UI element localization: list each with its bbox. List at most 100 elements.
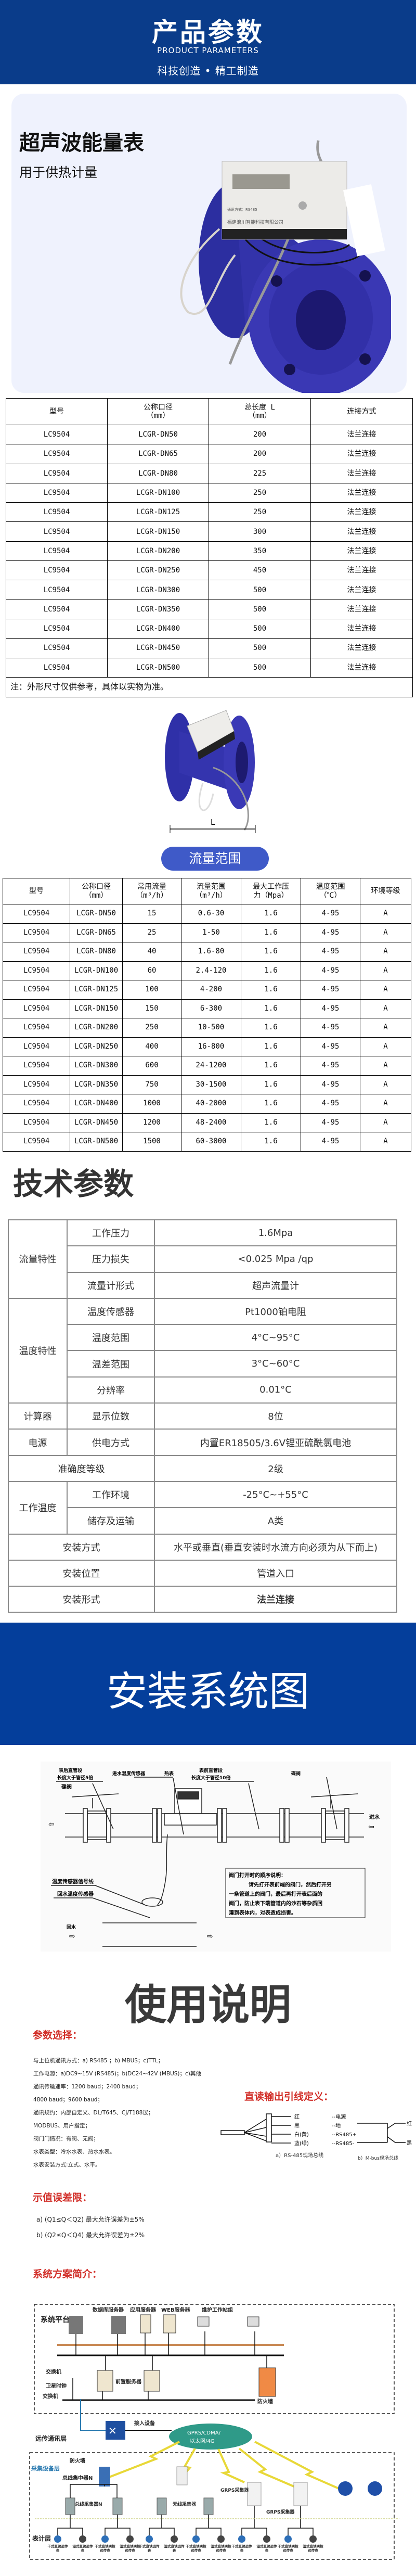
table-row: LC9504 LCGR-DN65 25 1-50 1.6 4-95 A xyxy=(3,923,411,942)
table-cell: 4-95 xyxy=(301,904,360,924)
header-title: 产品参数 xyxy=(152,17,264,47)
table-cell: LCGR-DN65 xyxy=(70,923,123,942)
table-cell: LCGR-DN300 xyxy=(107,580,209,600)
header-subtitle: PRODUCT PARAMETERS xyxy=(157,46,259,55)
table-cell: LC9504 xyxy=(6,618,108,639)
table-cell: 1.6 xyxy=(241,961,301,980)
bus-concentrator-icon xyxy=(99,2467,110,2486)
tech-row: 压力损失 <0.025 Mpa /qp xyxy=(8,1245,397,1273)
wire-color: 白(黄) xyxy=(294,2131,309,2138)
label-valve-left: 碟阀 xyxy=(61,1783,72,1790)
table-cell: LCGR-DN200 xyxy=(70,1018,123,1038)
table-cell: LCGR-DN350 xyxy=(70,1075,123,1094)
tech-row: 准确度等级 2级 xyxy=(8,1455,397,1482)
switch-icon xyxy=(106,2421,125,2440)
note-line: 阀门，防止表下端管道内的沙石等杂质回 xyxy=(229,1900,322,1907)
install-banner-title: 安装系统图 xyxy=(106,1668,309,1715)
table-cell: LCGR-DN400 xyxy=(70,1094,123,1114)
wiring-b-caption: b）M-bus现场总线 xyxy=(358,2155,398,2161)
table-cell: 1.6 xyxy=(241,942,301,962)
meter-icon xyxy=(146,2535,153,2543)
table-cell: 1.6 xyxy=(241,999,301,1018)
table-row: LC9504 LCGR-DN100 250 法兰连接 xyxy=(6,482,413,503)
column-header: 型号 xyxy=(6,398,108,425)
label-front-server: 前置服务器 xyxy=(115,2378,142,2385)
table-cell: LC9504 xyxy=(6,482,108,503)
label-grps-2: GRPS采集器 xyxy=(266,2509,295,2515)
table-cell: LC9504 xyxy=(3,923,70,942)
tech-value: 法兰连接 xyxy=(154,1586,397,1613)
tech-row: 安装方式 水平或垂直(垂直安装时水流方向必须为从下而上) xyxy=(8,1533,397,1561)
label-comm-layer: 远传通讯层 xyxy=(35,2434,67,2442)
table-cell: 4-95 xyxy=(301,980,360,1000)
tech-row: 温度范围 4°C~95°C xyxy=(8,1324,397,1351)
table-row: LC9504 LCGR-DN400 1000 40-2000 1.6 4-95 A xyxy=(3,1094,411,1114)
table-cell: LCGR-DN250 xyxy=(107,560,209,581)
error-title: 示值误差限： xyxy=(33,2192,93,2203)
column-header: 环境等级 xyxy=(360,878,411,904)
table-cell: 4-95 xyxy=(301,1132,360,1152)
wire-function: --地 xyxy=(332,2122,341,2129)
meter-label: 干式直读阀控远传表 xyxy=(186,2544,206,2553)
table-cell: 4-95 xyxy=(301,999,360,1018)
column-header: 公称口径 （mm） xyxy=(107,398,209,425)
flow-range-button[interactable]: 流量范围 xyxy=(161,847,269,871)
table-cell: 60-3000 xyxy=(181,1132,241,1152)
table-cell: A xyxy=(360,942,411,962)
meter-icon xyxy=(263,2535,270,2543)
param-line: 工作电源：a)DC9~15V (RS485)；b)DC24~42V (MBUS)… xyxy=(33,2071,201,2077)
table-cell: 1.6 xyxy=(241,1037,301,1056)
table-cell: 16-800 xyxy=(181,1037,241,1056)
meter-label: 湿式直读远传表 xyxy=(256,2544,277,2553)
table-cell: LC9504 xyxy=(3,980,70,1000)
table-row: LC9504 LCGR-DN400 500 法兰连接 xyxy=(6,618,413,639)
dimension-table: 型号 公称口径 （mm） 总长度 L （mm） 连接方式 LC9504 LCGR-DN50… xyxy=(6,398,413,697)
tech-label: 安装方式 xyxy=(8,1533,155,1561)
table-row: LC9504 LCGR-DN50 15 0.6-30 1.6 4-95 A xyxy=(3,904,411,924)
return-out-arrow-icon: ⇨ xyxy=(207,1932,213,1941)
note-line: 一条管道上的阀门，最后再打开表后面的 xyxy=(229,1891,322,1897)
label-inlet-sensor: 进水温度传感器 xyxy=(112,1770,146,1777)
label-db-server: 数据库服务器 xyxy=(93,2306,124,2313)
tech-label: 安装位置 xyxy=(8,1559,155,1587)
column-header: 总长度 L （mm） xyxy=(209,398,311,425)
wire-function: --RS485+ xyxy=(332,2132,357,2138)
label-platform: 系统平台 xyxy=(41,2315,70,2324)
system-diagram: ✕ 数据库服务器 应用服务器 WEB服务器 维护工作站组 系统平台 交换机 卫星… xyxy=(29,2304,399,2560)
meter-label: 湿式直读阀控远传表 xyxy=(303,2544,323,2553)
table-cell: 1.6-80 xyxy=(181,942,241,962)
table-cell: A xyxy=(360,904,411,924)
dimension-label: L xyxy=(211,818,215,827)
meter-label: 湿式直读远传表 xyxy=(164,2544,185,2553)
header-slogan: 科技创造 • 精工制造 xyxy=(157,65,259,77)
meter-icon xyxy=(126,2535,134,2543)
table-cell: 150 xyxy=(122,999,181,1018)
table-cell: 法兰连接 xyxy=(310,580,413,600)
table-cell: 法兰连接 xyxy=(310,541,413,562)
table-cell: 4-95 xyxy=(301,1018,360,1038)
wiring-title: 直读输出引线定义： xyxy=(244,2091,334,2102)
column-header: 常用流量 （m³/h） xyxy=(122,878,181,904)
table-cell: 4-200 xyxy=(181,980,241,1000)
table-row: LC9504 LCGR-DN200 250 10-500 1.6 4-95 A xyxy=(3,1018,411,1038)
table-cell: 1.6 xyxy=(241,1132,301,1152)
tech-params-table: 流量特性 工作压力 1.6Mpa 压力损失 <0.025 Mpa /qp 流量计形式 超声流… xyxy=(8,1219,397,1613)
column-header: 公称口径 （mm） xyxy=(70,878,123,904)
table-cell: 1500 xyxy=(122,1132,181,1152)
table-cell: LC9504 xyxy=(6,444,108,464)
column-header: 最大工作压 力（Mpa） xyxy=(241,878,301,904)
table-cell: 500 xyxy=(209,657,311,678)
tech-label: 温差范围 xyxy=(67,1350,155,1378)
tech-label: 工作环境 xyxy=(67,1481,155,1509)
install-banner: 安装系统图 xyxy=(0,1623,416,1745)
meter-comm-label: 通讯方式：RS485 xyxy=(227,207,257,212)
tech-value: A类 xyxy=(154,1507,397,1535)
meter-label: 干式直读阀控远传表 xyxy=(95,2544,115,2553)
param-line: 与上位机通讯方式：a) RS485 ；b) MBUS；c)TTL； xyxy=(33,2058,164,2064)
note-title: 阀门打开时的顺序说明： xyxy=(229,1872,286,1879)
table-cell: LC9504 xyxy=(3,1094,70,1114)
table-cell: 300 xyxy=(209,521,311,542)
table-row: LC9504 LCGR-DN100 60 2.4-120 1.6 4-95 A xyxy=(3,961,411,980)
table-cell: 2.4-120 xyxy=(181,961,241,980)
table-cell: 500 xyxy=(209,618,311,639)
